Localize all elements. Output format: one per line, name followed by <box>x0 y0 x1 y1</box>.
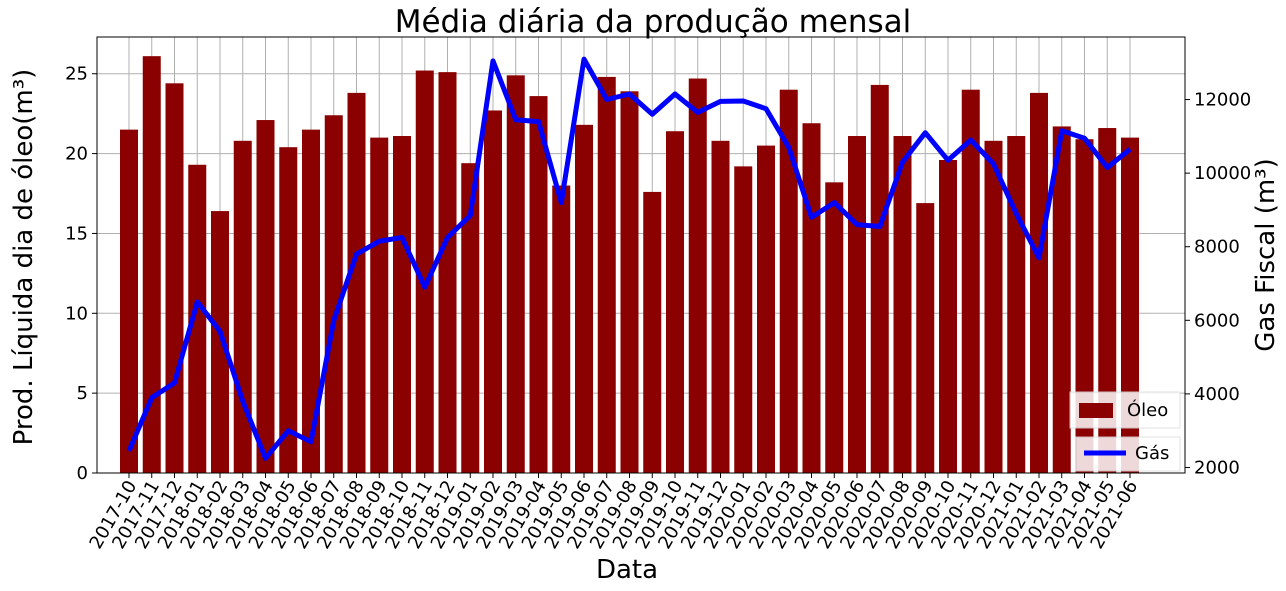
y-axis-right: 2000 4000 6000 8000 10000 12000 <box>1185 90 1251 478</box>
y-tick-label: 0 <box>77 463 88 484</box>
oil-bar <box>961 89 980 473</box>
oil-bar <box>893 136 912 473</box>
plot-frame <box>96 36 1186 474</box>
oil-bar <box>734 166 753 473</box>
oil-bar <box>506 75 525 473</box>
oil-bar <box>688 78 707 474</box>
x-axis-label: Data <box>596 555 658 585</box>
y-tick-label: 20 <box>65 144 88 165</box>
oil-bar <box>120 129 138 473</box>
oil-bar <box>415 70 434 474</box>
oil-bar <box>393 136 411 473</box>
oil-bar <box>302 129 320 473</box>
y-axis-label: Prod. Líquida dia de óleo(m³) <box>9 69 39 446</box>
chart-title: Média diária da produção mensal <box>395 4 912 40</box>
oil-bar <box>757 145 775 473</box>
oil-bar <box>1098 128 1117 474</box>
oil-bar <box>825 182 844 474</box>
oil-bar <box>165 83 184 474</box>
y2-tick-label: 8000 <box>1194 237 1240 258</box>
y2-tick-label: 6000 <box>1194 310 1240 331</box>
oil-bar <box>1007 136 1026 473</box>
oil-bar <box>279 147 298 473</box>
oil-bar <box>711 140 730 474</box>
x-axis: 2017-102017-112017-122018-012018-022018-… <box>86 473 1142 553</box>
oil-bars <box>120 56 1139 474</box>
oil-bar <box>552 185 571 473</box>
oil-bar <box>916 203 935 473</box>
oil-bar <box>438 72 457 473</box>
oil-bar <box>461 163 480 473</box>
oil-bar <box>347 92 366 474</box>
oil-bar <box>643 191 662 473</box>
oil-bar <box>1075 139 1094 473</box>
oil-bar <box>1121 137 1139 473</box>
y-tick-label: 10 <box>65 303 88 324</box>
y-tick-label: 15 <box>65 223 88 244</box>
y2-tick-label: 10000 <box>1194 163 1251 184</box>
oil-bar <box>370 137 389 473</box>
oil-bar <box>324 115 343 473</box>
oil-bar <box>484 110 502 473</box>
oil-bar <box>870 84 889 474</box>
legend-gas-label: Gás <box>1135 443 1169 464</box>
oil-bar <box>211 211 229 474</box>
oil-bar <box>1052 126 1071 473</box>
oil-bar <box>779 89 798 473</box>
oil-bar <box>575 124 593 473</box>
y-axis-left: 0 5 10 15 20 25 <box>65 64 97 484</box>
oil-bar <box>666 131 684 473</box>
oil-bar <box>802 123 821 473</box>
y2-axis-label: Gas Fiscal (m³) <box>1251 158 1281 351</box>
oil-bar <box>1030 92 1048 474</box>
y-tick-label: 25 <box>65 64 88 85</box>
oil-bar <box>848 136 866 473</box>
oil-bar <box>529 96 548 473</box>
oil-bar <box>939 159 957 473</box>
gas-series-line <box>126 56 1132 461</box>
legend-gas: Gás <box>1075 436 1181 472</box>
y2-tick-label: 4000 <box>1194 384 1240 405</box>
oil-bar <box>142 56 161 474</box>
legend-oil-swatch <box>1079 403 1113 418</box>
oil-bar <box>620 91 639 474</box>
y2-tick-label: 2000 <box>1194 457 1240 478</box>
gas-line <box>126 56 1132 461</box>
oil-bar <box>597 76 616 473</box>
legend-oil: Óleo <box>1069 391 1181 429</box>
oil-bar <box>188 164 207 473</box>
y2-tick-label: 12000 <box>1194 90 1251 111</box>
oil-bar <box>256 120 275 474</box>
oil-bar <box>984 140 1003 474</box>
y-tick-label: 5 <box>77 383 88 404</box>
legend-oil-label: Óleo <box>1127 399 1168 421</box>
